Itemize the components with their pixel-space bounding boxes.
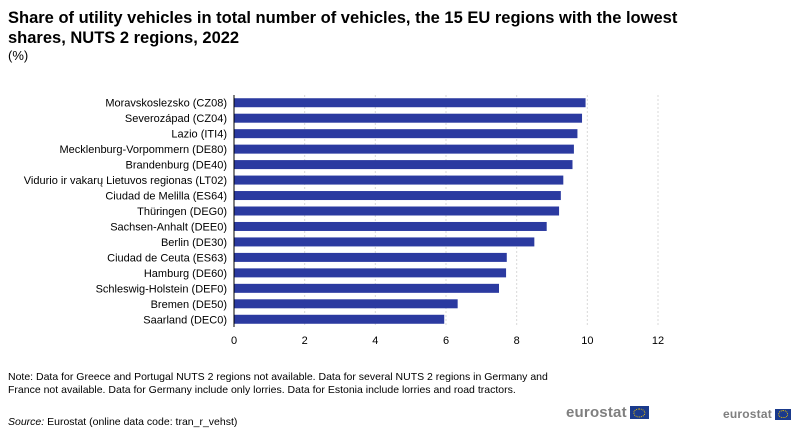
eu-flag-icon xyxy=(774,408,791,420)
category-label: Moravskoslezsko (CZ08) xyxy=(105,98,227,110)
bar xyxy=(234,314,445,324)
bar xyxy=(234,252,507,262)
eurostat-logo: eurostat xyxy=(566,404,649,421)
category-label: Mecklenburg-Vorpommern (DE80) xyxy=(59,144,227,156)
bar xyxy=(234,283,499,293)
x-tick-label: 0 xyxy=(231,335,237,347)
category-label: Saarland (DEC0) xyxy=(143,314,227,326)
bar xyxy=(234,221,547,231)
category-label: Ciudad de Ceuta (ES63) xyxy=(107,252,227,264)
category-label: Brandenburg (DE40) xyxy=(125,160,227,172)
bar xyxy=(234,206,560,216)
category-label: Sachsen-Anhalt (DEE0) xyxy=(110,221,227,233)
eurostat-logo-small: eurostat xyxy=(723,407,791,421)
category-label: Lazio (ITI4) xyxy=(171,129,227,141)
category-label: Thüringen (DEG0) xyxy=(137,206,227,218)
category-label: Berlin (DE30) xyxy=(161,237,227,249)
x-tick-label: 6 xyxy=(443,335,449,347)
bar xyxy=(234,191,561,201)
bars xyxy=(234,98,586,324)
source-text: Eurostat (online data code: tran_r_vehst… xyxy=(47,416,238,428)
bar-chart: Moravskoslezsko (CZ08) Severozápad (CZ04)… xyxy=(24,95,664,347)
x-tick-label: 8 xyxy=(514,335,520,347)
eurostat-logo-small-text: eurostat xyxy=(723,407,772,421)
eurostat-logo-text: eurostat xyxy=(566,404,627,421)
source-label: Source: xyxy=(8,416,45,428)
bar xyxy=(234,268,507,278)
bar xyxy=(234,113,583,123)
chart-note: Note: Data for Greece and Portugal NUTS … xyxy=(8,371,548,396)
category-labels: Moravskoslezsko (CZ08) Severozápad (CZ04)… xyxy=(24,98,227,327)
eu-flag-icon xyxy=(629,406,649,419)
x-tick-label: 10 xyxy=(581,335,593,347)
x-tick-label: 12 xyxy=(652,335,664,347)
bar xyxy=(234,237,535,247)
category-label: Vidurio ir vakarų Lietuvos regionas (LT0… xyxy=(24,175,227,187)
x-tick-label: 4 xyxy=(372,335,378,347)
bar xyxy=(234,144,574,154)
x-axis-ticks: 0 2 4 6 8 10 12 xyxy=(231,335,664,347)
x-tick-label: 2 xyxy=(302,335,308,347)
bar xyxy=(234,129,578,139)
unit-label: (%) xyxy=(8,48,29,63)
bar xyxy=(234,299,458,309)
bar xyxy=(234,98,586,108)
bar xyxy=(234,175,564,185)
category-label: Hamburg (DE60) xyxy=(144,268,227,280)
category-label: Bremen (DE50) xyxy=(151,299,227,311)
category-label: Ciudad de Melilla (ES64) xyxy=(105,191,227,203)
category-label: Schleswig-Holstein (DEF0) xyxy=(96,283,227,295)
bar xyxy=(234,160,573,170)
category-label: Severozápad (CZ04) xyxy=(125,113,227,125)
chart-title: Share of utility vehicles in total numbe… xyxy=(8,9,678,47)
source-line: Source: Eurostat (online data code: tran… xyxy=(8,416,237,429)
